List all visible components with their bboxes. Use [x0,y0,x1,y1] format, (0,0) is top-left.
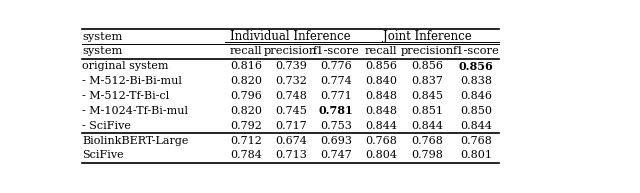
Text: 0.753: 0.753 [320,121,352,131]
Text: 0.838: 0.838 [460,76,492,86]
Text: 0.745: 0.745 [275,106,307,116]
Text: system: system [83,46,123,56]
Text: 0.732: 0.732 [275,76,307,86]
Text: 0.784: 0.784 [230,150,262,160]
Text: 0.713: 0.713 [275,150,307,160]
Text: 0.851: 0.851 [412,106,443,116]
Text: precision: precision [401,46,454,56]
Text: 0.771: 0.771 [320,91,352,101]
Text: 0.717: 0.717 [275,121,307,131]
Text: system: system [83,31,123,41]
Text: - M-512-Tf-Bi-cl: - M-512-Tf-Bi-cl [83,91,170,101]
Text: 0.796: 0.796 [230,91,262,101]
Text: 0.748: 0.748 [275,91,307,101]
Text: 0.768: 0.768 [412,135,443,146]
Text: 0.837: 0.837 [412,76,443,86]
Text: 0.674: 0.674 [275,135,307,146]
Text: 0.816: 0.816 [230,61,262,71]
Text: 0.739: 0.739 [275,61,307,71]
Text: 0.850: 0.850 [460,106,492,116]
Text: 0.856: 0.856 [458,61,493,72]
Text: 0.856: 0.856 [412,61,443,71]
Text: 0.846: 0.846 [460,91,492,101]
Text: Individual Inference: Individual Inference [230,30,351,43]
Text: 0.798: 0.798 [412,150,443,160]
Text: 0.693: 0.693 [320,135,352,146]
Text: 0.848: 0.848 [365,106,397,116]
Text: 0.856: 0.856 [365,61,397,71]
Text: 0.712: 0.712 [230,135,262,146]
Text: 0.768: 0.768 [365,135,397,146]
Text: f1-score: f1-score [312,46,359,56]
Text: 0.801: 0.801 [460,150,492,160]
Text: - SciFive: - SciFive [83,121,131,131]
Text: - M-1024-Tf-Bi-mul: - M-1024-Tf-Bi-mul [83,106,189,116]
Text: recall: recall [365,46,397,56]
Text: 0.781: 0.781 [319,105,353,116]
Text: 0.768: 0.768 [460,135,492,146]
Text: SciFive: SciFive [83,150,124,160]
Text: f1-score: f1-score [452,46,499,56]
Text: 0.840: 0.840 [365,76,397,86]
Text: 0.844: 0.844 [412,121,443,131]
Text: Joint Inference: Joint Inference [383,30,472,43]
Text: precision: precision [264,46,317,56]
Text: 0.848: 0.848 [365,91,397,101]
Text: recall: recall [230,46,262,56]
Text: 0.820: 0.820 [230,76,262,86]
Text: 0.792: 0.792 [230,121,262,131]
Text: 0.804: 0.804 [365,150,397,160]
Text: 0.774: 0.774 [320,76,352,86]
Text: 0.844: 0.844 [460,121,492,131]
Text: BiolinkBERT-Large: BiolinkBERT-Large [83,135,189,146]
Text: 0.776: 0.776 [320,61,352,71]
Text: original system: original system [83,61,169,71]
Text: 0.747: 0.747 [320,150,352,160]
Text: 0.844: 0.844 [365,121,397,131]
Text: - M-512-Bi-Bi-mul: - M-512-Bi-Bi-mul [83,76,182,86]
Text: 0.845: 0.845 [412,91,443,101]
Text: 0.820: 0.820 [230,106,262,116]
